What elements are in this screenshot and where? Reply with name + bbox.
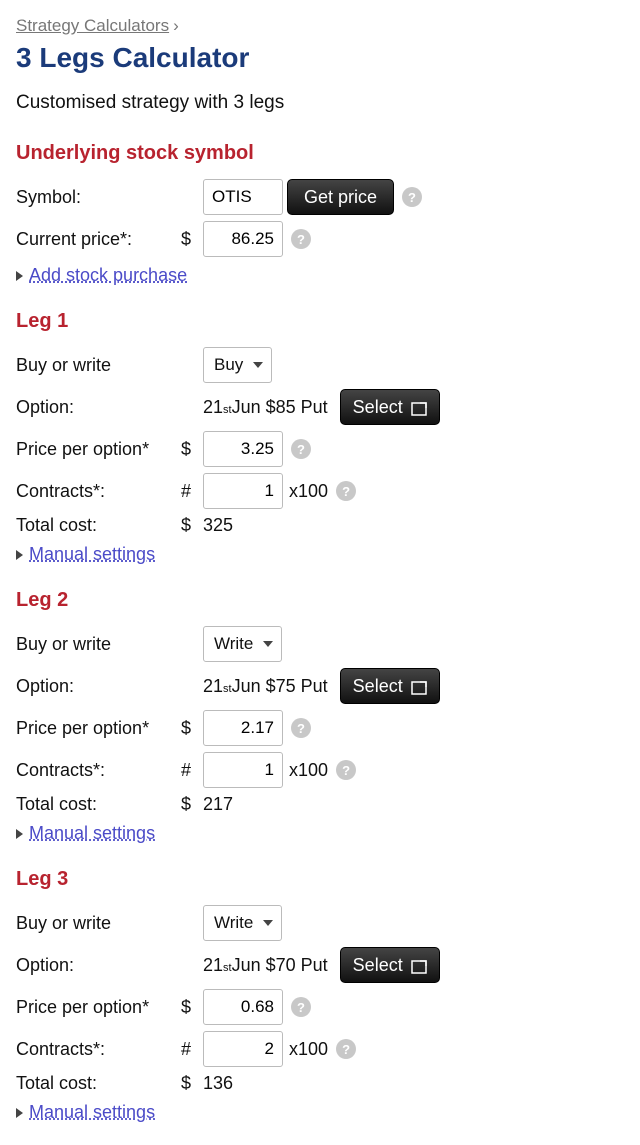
- label-option: Option:: [16, 676, 181, 697]
- help-icon[interactable]: ?: [336, 760, 356, 780]
- add-stock-purchase-link[interactable]: Add stock purchase: [29, 265, 187, 286]
- expand-icon: [411, 679, 427, 693]
- section-underlying-title: Underlying stock symbol: [16, 142, 624, 165]
- x100-text: x100: [289, 481, 328, 502]
- triangle-right-icon: [16, 1108, 23, 1118]
- price-per-option-input[interactable]: [203, 431, 283, 467]
- expand-icon: [411, 400, 427, 414]
- leg-title: Leg 1: [16, 310, 624, 333]
- option-description: 21st Jun $85 Put: [203, 397, 328, 418]
- currency-unit: $: [181, 515, 201, 536]
- page-subtitle: Customised strategy with 3 legs: [16, 92, 624, 114]
- label-buy-write: Buy or write: [16, 634, 181, 655]
- help-icon[interactable]: ?: [291, 997, 311, 1017]
- buy-write-select[interactable]: Buy: [203, 347, 272, 383]
- breadcrumb-parent-link[interactable]: Strategy Calculators: [16, 16, 169, 35]
- x100-text: x100: [289, 1039, 328, 1060]
- manual-settings-link[interactable]: Manual settings: [29, 1102, 155, 1123]
- buy-write-select[interactable]: Write: [203, 626, 282, 662]
- currency-unit: $: [181, 794, 201, 815]
- manual-settings-link[interactable]: Manual settings: [29, 544, 155, 565]
- buy-write-value: Buy: [214, 355, 243, 375]
- label-symbol: Symbol:: [16, 187, 181, 208]
- currency-unit: $: [181, 439, 201, 460]
- currency-unit: $: [181, 1073, 201, 1094]
- total-cost-value: 136: [203, 1073, 233, 1094]
- buy-write-value: Write: [214, 634, 253, 654]
- option-description: 21st Jun $70 Put: [203, 955, 328, 976]
- label-buy-write: Buy or write: [16, 913, 181, 934]
- chevron-down-icon: [253, 362, 263, 368]
- price-per-option-input[interactable]: [203, 710, 283, 746]
- currency-unit: $: [181, 229, 201, 250]
- select-option-button[interactable]: Select: [340, 947, 440, 983]
- manual-settings-link[interactable]: Manual settings: [29, 823, 155, 844]
- option-description: 21st Jun $75 Put: [203, 676, 328, 697]
- label-contracts: Contracts*:: [16, 481, 181, 502]
- label-current-price: Current price*:: [16, 229, 181, 250]
- total-cost-value: 217: [203, 794, 233, 815]
- label-option: Option:: [16, 397, 181, 418]
- help-icon[interactable]: ?: [291, 718, 311, 738]
- label-price-per-option: Price per option*: [16, 439, 181, 460]
- buy-write-value: Write: [214, 913, 253, 933]
- help-icon[interactable]: ?: [291, 229, 311, 249]
- currency-unit: $: [181, 718, 201, 739]
- triangle-right-icon: [16, 829, 23, 839]
- label-total-cost: Total cost:: [16, 794, 181, 815]
- total-cost-value: 325: [203, 515, 233, 536]
- help-icon[interactable]: ?: [402, 187, 422, 207]
- triangle-right-icon: [16, 271, 23, 281]
- hash-unit: #: [181, 1039, 201, 1060]
- contracts-input[interactable]: [203, 473, 283, 509]
- chevron-right-icon: ›: [173, 16, 179, 35]
- leg-title: Leg 2: [16, 589, 624, 612]
- symbol-input[interactable]: [203, 179, 283, 215]
- x100-text: x100: [289, 760, 328, 781]
- triangle-right-icon: [16, 550, 23, 560]
- label-contracts: Contracts*:: [16, 1039, 181, 1060]
- price-per-option-input[interactable]: [203, 989, 283, 1025]
- breadcrumb: Strategy Calculators›: [16, 16, 624, 36]
- help-icon[interactable]: ?: [291, 439, 311, 459]
- label-price-per-option: Price per option*: [16, 718, 181, 739]
- contracts-input[interactable]: [203, 752, 283, 788]
- select-option-button[interactable]: Select: [340, 668, 440, 704]
- expand-icon: [411, 958, 427, 972]
- select-option-button[interactable]: Select: [340, 389, 440, 425]
- label-buy-write: Buy or write: [16, 355, 181, 376]
- label-contracts: Contracts*:: [16, 760, 181, 781]
- hash-unit: #: [181, 481, 201, 502]
- buy-write-select[interactable]: Write: [203, 905, 282, 941]
- get-price-button[interactable]: Get price: [287, 179, 394, 215]
- leg-title: Leg 3: [16, 868, 624, 891]
- chevron-down-icon: [263, 641, 273, 647]
- label-option: Option:: [16, 955, 181, 976]
- chevron-down-icon: [263, 920, 273, 926]
- label-price-per-option: Price per option*: [16, 997, 181, 1018]
- page-title: 3 Legs Calculator: [16, 42, 624, 74]
- current-price-input[interactable]: [203, 221, 283, 257]
- label-total-cost: Total cost:: [16, 1073, 181, 1094]
- help-icon[interactable]: ?: [336, 1039, 356, 1059]
- contracts-input[interactable]: [203, 1031, 283, 1067]
- currency-unit: $: [181, 997, 201, 1018]
- hash-unit: #: [181, 760, 201, 781]
- label-total-cost: Total cost:: [16, 515, 181, 536]
- help-icon[interactable]: ?: [336, 481, 356, 501]
